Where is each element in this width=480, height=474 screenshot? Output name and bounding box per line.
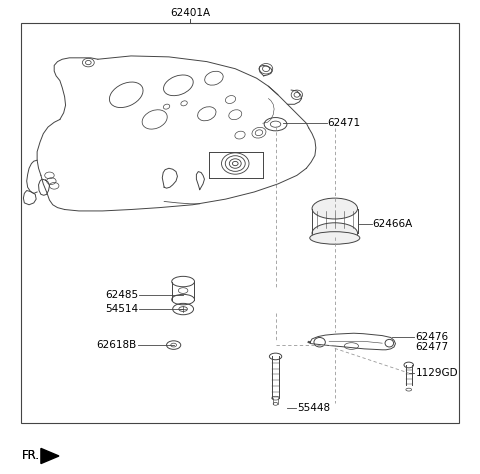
Text: 62477: 62477 <box>415 342 448 352</box>
Text: 62401A: 62401A <box>170 8 210 18</box>
Text: 55448: 55448 <box>297 402 330 413</box>
Text: 62471: 62471 <box>328 118 361 128</box>
Text: 54514: 54514 <box>105 304 138 314</box>
Text: 62466A: 62466A <box>373 219 413 229</box>
Ellipse shape <box>312 198 358 219</box>
Text: 62476: 62476 <box>415 332 448 343</box>
Text: 62618B: 62618B <box>96 340 137 350</box>
Text: 62485: 62485 <box>105 290 138 300</box>
Polygon shape <box>41 448 59 464</box>
Text: FR.: FR. <box>22 449 40 463</box>
Text: FR.: FR. <box>22 449 40 463</box>
Ellipse shape <box>312 223 358 244</box>
Ellipse shape <box>310 232 360 244</box>
Bar <box>21 23 459 423</box>
Text: 1129GD: 1129GD <box>415 368 458 378</box>
